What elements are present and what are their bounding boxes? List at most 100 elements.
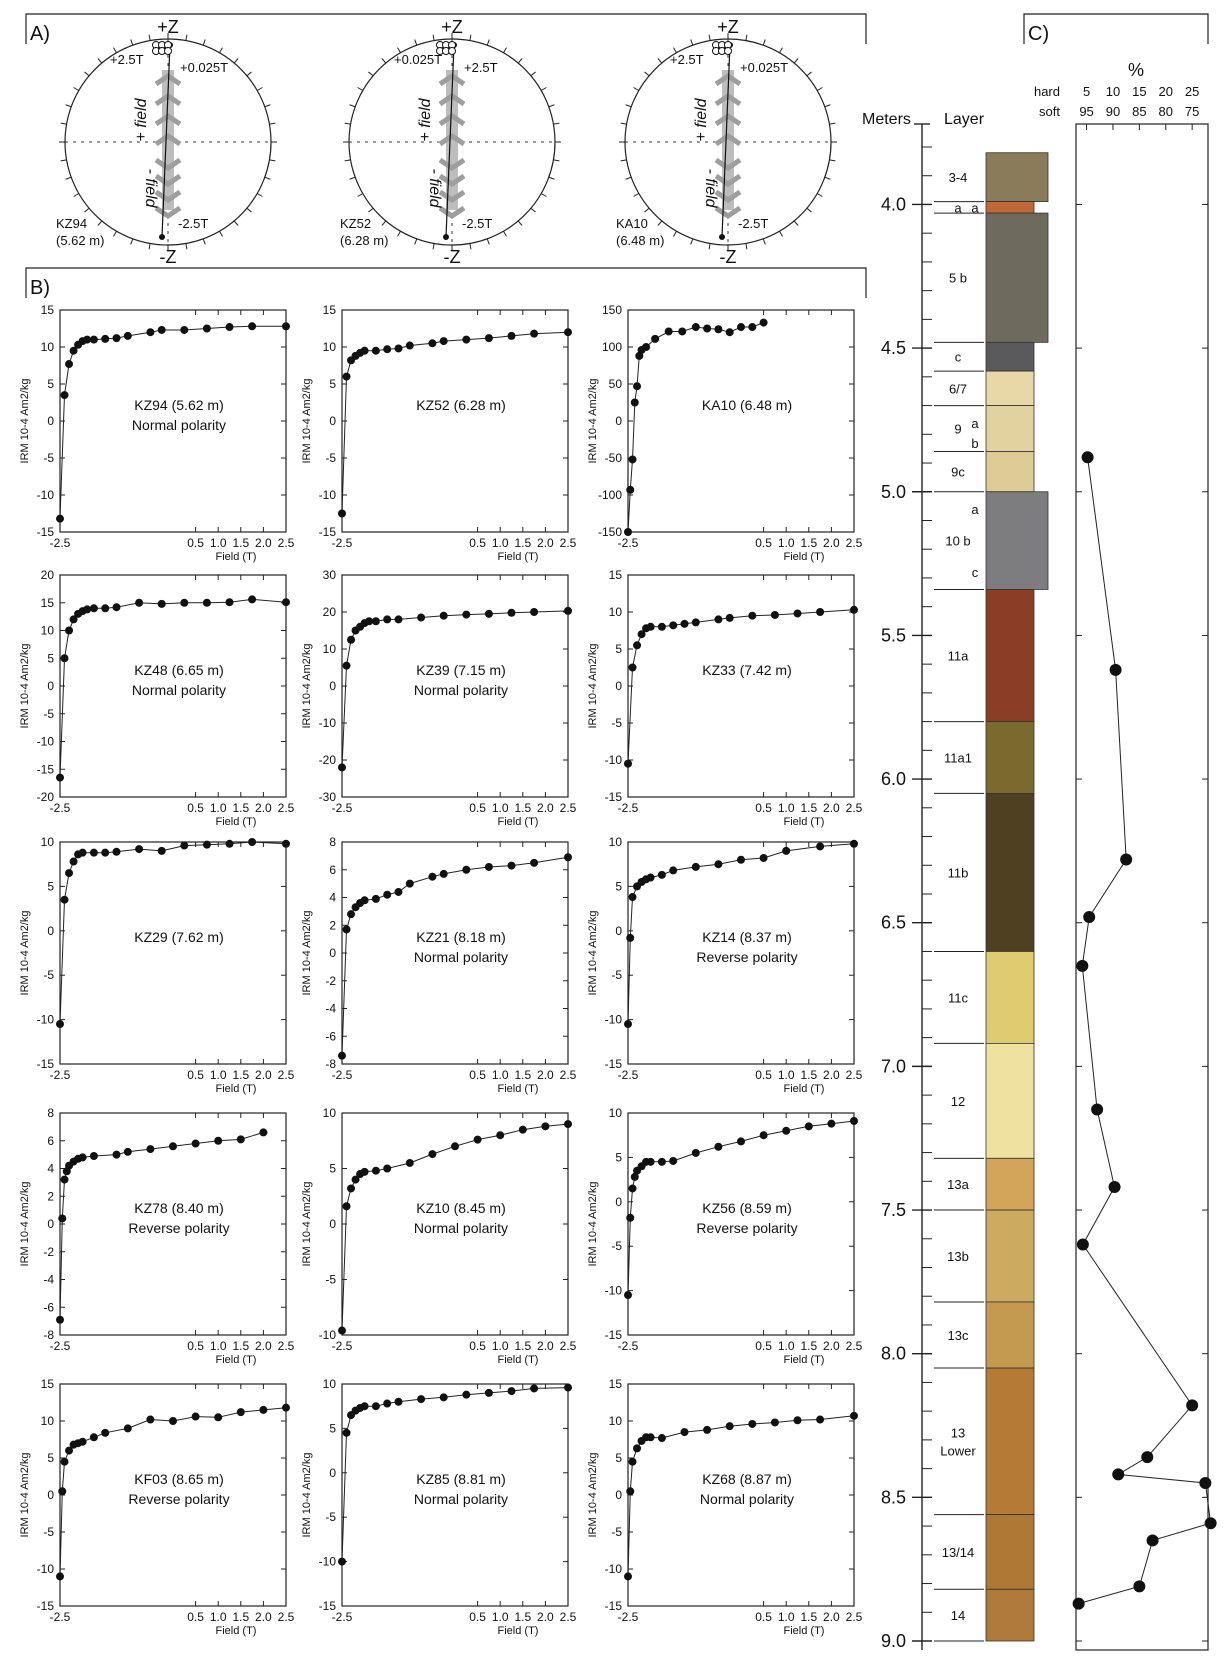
y-axis-label: IRM 10-4 Am2/kg <box>301 644 313 729</box>
x-axis-label: Field (T) <box>784 551 825 563</box>
data-point <box>101 604 110 613</box>
data-point <box>725 328 734 337</box>
depth-tick-label: 6.0 <box>881 769 906 789</box>
x-axis-label: Field (T) <box>216 1625 257 1637</box>
layer-label: 9c <box>951 465 965 480</box>
data-point <box>347 635 356 644</box>
data-point <box>484 609 493 618</box>
percent-data-point <box>1076 959 1089 972</box>
minus-z-label: -Z <box>444 247 461 267</box>
y-tick-label: 5 <box>47 377 54 391</box>
data-point <box>637 630 646 639</box>
x-tick-label: -2.5 <box>50 1610 71 1624</box>
y-tick-label: -5 <box>43 451 54 465</box>
layer-label: 11b <box>948 865 969 880</box>
data-point <box>180 325 189 334</box>
irm-plot-kz94: -15 -10 -5 0 5 10 15 -2.5 0.5 1.0 1.5 2.0 2.5 Field (… <box>19 303 295 563</box>
y-tick-label: -15 <box>37 1057 55 1071</box>
sublayer-label: a <box>971 200 979 215</box>
data-point <box>530 1384 539 1393</box>
stereonet-tick <box>779 230 783 237</box>
y-tick-label: 0 <box>47 679 54 693</box>
data-point <box>89 1433 98 1442</box>
layer-label: 14 <box>951 1608 965 1623</box>
field-annotation: -2.5T <box>178 216 208 231</box>
percent-data-point <box>1186 1399 1199 1412</box>
data-point <box>646 1433 655 1442</box>
data-point <box>405 879 414 888</box>
stereonet-tick <box>548 104 555 108</box>
data-point <box>462 610 471 619</box>
field-plus-label: + field <box>693 97 710 141</box>
x-axis-label: Field (T) <box>784 1354 825 1366</box>
y-tick-label: 10 <box>609 1414 623 1428</box>
data-point <box>439 337 448 346</box>
data-point <box>691 1148 700 1157</box>
plot-subtitle: Normal polarity <box>414 949 508 965</box>
data-point <box>626 485 635 494</box>
data-point <box>371 1166 380 1175</box>
y-tick-label: 20 <box>41 568 55 582</box>
x-tick-label: -2.5 <box>618 1339 639 1353</box>
stereonet-tick <box>130 39 134 46</box>
stereonet-tick <box>829 122 836 125</box>
field-annotation: +2.5T <box>670 52 704 67</box>
stereonet-ka10: + field - field +Z -Z KA10 (6.48 m) +2.5T +0.02… <box>616 17 837 267</box>
data-point <box>850 1116 858 1125</box>
field-annotation: +0.025T <box>740 60 788 75</box>
y-tick-label: -10 <box>605 1284 623 1298</box>
data-point <box>123 1424 132 1433</box>
layer-label: 11a <box>948 649 969 664</box>
data-point <box>530 608 539 616</box>
open-point <box>164 47 172 55</box>
data-point <box>691 323 700 332</box>
x-tick-label: 2.0 <box>537 1610 554 1624</box>
plot-subtitle: Normal polarity <box>132 682 226 698</box>
axis-row-tick: 10 <box>1106 84 1120 99</box>
field-annotation: +0.025T <box>180 60 228 75</box>
data-point <box>383 890 392 899</box>
data-point <box>669 621 678 630</box>
data-point <box>657 1434 666 1443</box>
data-point <box>112 1150 121 1159</box>
stereonet-tick <box>745 34 748 41</box>
y-tick-label: -10 <box>37 1013 55 1027</box>
y-tick-label: 2 <box>47 1189 54 1203</box>
stereonet-tick <box>130 238 134 245</box>
y-tick-label: 5 <box>47 879 54 893</box>
x-tick-label: 0.5 <box>469 1339 486 1353</box>
data-point <box>342 372 351 381</box>
data-point <box>180 598 189 607</box>
data-point <box>78 1153 87 1162</box>
y-tick-label: 2 <box>329 918 336 932</box>
y-tick-label: 100 <box>602 340 622 354</box>
plot-subtitle: Normal polarity <box>414 1491 508 1507</box>
data-point <box>651 334 660 343</box>
stereonet-tick <box>397 47 401 54</box>
layer-label: Lower <box>940 1443 976 1458</box>
x-tick-label: 2.0 <box>823 1339 840 1353</box>
y-tick-label: -15 <box>319 525 337 539</box>
plot-title: KZ10 (8.45 m) <box>416 1200 505 1216</box>
data-point <box>342 1202 351 1211</box>
y-axis-label: IRM 10-4 Am2/kg <box>19 1453 31 1538</box>
stereonet-kz52: + field - field +Z -Z KZ52 (6.28 m) +0.025T +2.… <box>340 17 561 267</box>
y-tick-label: 30 <box>323 568 337 582</box>
y-tick-label: 0 <box>329 1466 336 1480</box>
y-tick-label: -10 <box>319 1328 337 1342</box>
field-chevron-down <box>154 173 182 188</box>
data-point <box>65 869 74 878</box>
data-point <box>69 346 78 355</box>
y-tick-label: 0 <box>615 679 622 693</box>
stereonet-tick <box>113 230 117 237</box>
x-tick-label: 1.0 <box>492 1339 509 1353</box>
stereonet-tick <box>762 39 766 46</box>
layer-block <box>985 721 1035 794</box>
y-tick-label: 6 <box>47 1134 54 1148</box>
irm-plot-kz14: -15 -10 -5 0 5 10 -2.5 0.5 1.0 1.5 2.0 2.5 Field (T)… <box>587 835 863 1095</box>
layer-block <box>985 1588 1035 1642</box>
plot-title: KZ56 (8.59 m) <box>702 1200 791 1216</box>
depth-tick-label: 7.0 <box>881 1056 906 1076</box>
stereonet-tick <box>673 230 677 237</box>
layer-label: c <box>955 350 962 365</box>
